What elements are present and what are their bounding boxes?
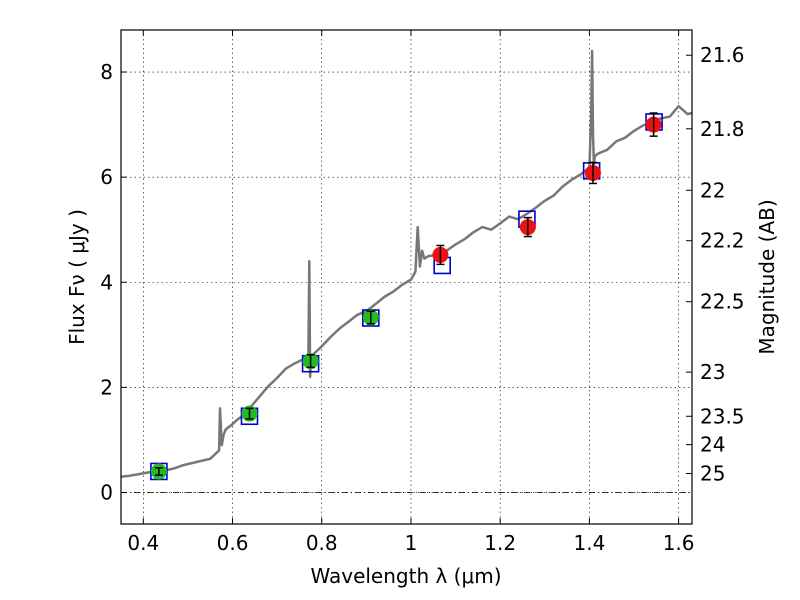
series-layer: [120, 49, 693, 481]
magnitude-tick-label: 22.5: [700, 290, 745, 314]
y-tick-label: 0: [100, 480, 113, 504]
model-spectrum-line: [120, 49, 693, 478]
x-tick-label: 1.2: [484, 531, 516, 555]
magnitude-tick-label: 25: [700, 462, 725, 486]
magnitude-tick-label: 23.5: [700, 404, 745, 428]
x-tick-label: 0.8: [306, 531, 338, 555]
magnitude-axis-ticks: 21.6 21.8 22 22.2 22.5 23 23.5 24 25: [686, 43, 745, 486]
x-tick-label: 0.4: [127, 531, 159, 555]
x-axis-ticks: 0.4 0.6 0.8 1 1.2 1.4 1.6: [127, 30, 695, 555]
plot-frame: [120, 29, 693, 525]
y-tick-label: 2: [100, 375, 113, 399]
y-tick-label: 8: [100, 60, 113, 84]
magnitude-tick-label: 21.6: [700, 43, 745, 67]
x-tick-label: 1.4: [573, 531, 605, 555]
magnitude-tick-label: 22.2: [700, 229, 745, 253]
y-axis-ticks: 0 2 4 6 8: [100, 60, 127, 504]
magnitude-tick-label: 22: [700, 178, 725, 202]
y-tick-label: 4: [100, 270, 113, 294]
magnitude-tick-label: 23: [700, 360, 725, 384]
x-tick-label: 1: [405, 531, 418, 555]
x-axis-label: Wavelength λ (μm): [310, 564, 501, 588]
x-tick-label: 1.6: [663, 531, 695, 555]
magnitude-tick-label: 24: [700, 433, 725, 457]
magnitude-tick-label: 21.8: [700, 117, 745, 141]
y-axis-label: Flux Fν ( μJy ): [65, 209, 89, 345]
y-tick-label: 6: [100, 165, 113, 189]
plot-area: [121, 30, 692, 524]
x-tick-label: 0.6: [217, 531, 249, 555]
magnitude-axis-label: Magnitude (AB): [755, 199, 779, 354]
